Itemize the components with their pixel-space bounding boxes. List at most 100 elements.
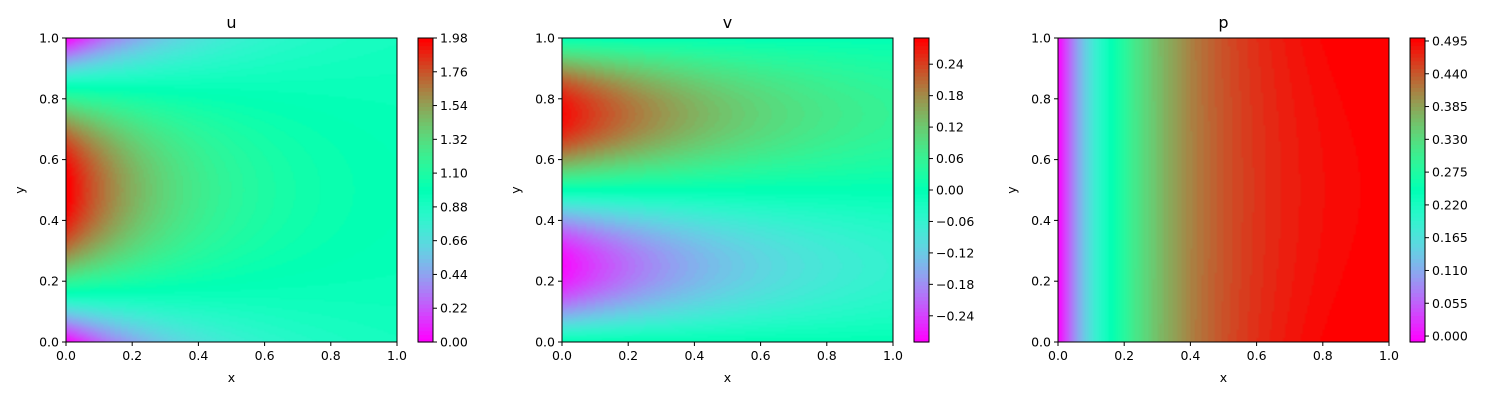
- colorbar-tick-label: 0.00: [936, 183, 964, 198]
- colorbar-tick-label: 0.110: [1432, 263, 1468, 278]
- x-tick-label: 0.0: [1048, 348, 1068, 363]
- colorbar-segment: [914, 171, 929, 176]
- colorbar-segment: [1410, 186, 1425, 191]
- plot-frame: [561, 37, 894, 343]
- colorbar-segment: [1410, 178, 1425, 183]
- colorbar-segment: [914, 159, 929, 164]
- colorbar-segment: [914, 315, 929, 320]
- colorbar-segment: [1410, 106, 1425, 111]
- colorbar-segment: [914, 83, 929, 88]
- colorbar-segment: [418, 79, 433, 85]
- colorbar-segment: [914, 41, 929, 47]
- colorbar-segment: [914, 38, 929, 43]
- colorbar-segment: [1410, 205, 1425, 210]
- colorbar-segment: [914, 79, 929, 85]
- colorbar-segment: [914, 277, 929, 282]
- colorbar-segment: [1410, 49, 1425, 54]
- colorbar-tick-label: 0.000: [1432, 329, 1468, 344]
- colorbar-segment: [418, 38, 433, 43]
- colorbar-tick-label: 0.06: [936, 151, 964, 166]
- colorbar-segment: [1410, 174, 1425, 180]
- colorbar-segment: [914, 285, 929, 290]
- colorbar-segment: [1410, 197, 1425, 202]
- colorbar-segment: [1410, 228, 1425, 233]
- y-tick-label: 0.0: [535, 335, 555, 350]
- colorbar-segment: [1410, 136, 1425, 142]
- colorbar-u: 0.00 0.22 0.44 0.66 0.88 1.10 1.32 1.54 1.76 1.98: [417, 31, 468, 350]
- plot-frame: [1057, 37, 1390, 343]
- colorbar-segment: [1410, 277, 1425, 282]
- colorbar-segment: [914, 57, 929, 62]
- colorbar-segment: [914, 258, 929, 263]
- colorbar-segment: [418, 140, 433, 145]
- colorbar-segment: [418, 102, 433, 107]
- colorbar-tick-label: 1.32: [440, 132, 468, 147]
- colorbar-segment: [1410, 190, 1425, 195]
- colorbar-tick-label: 1.54: [440, 98, 468, 113]
- colorbar-segment: [418, 228, 433, 233]
- colorbar-segment: [1410, 144, 1425, 149]
- x-tick-label: 1.0: [387, 348, 407, 363]
- colorbar-segment: [1410, 307, 1425, 313]
- colorbar-segment: [914, 326, 929, 332]
- colorbar-segment: [914, 247, 929, 252]
- colorbar-segment: [418, 285, 433, 290]
- colorbar-segment: [914, 330, 929, 335]
- colorbar-segment: [1410, 266, 1425, 271]
- colorbar-segment: [418, 182, 433, 187]
- colorbar-segment: [914, 269, 929, 275]
- colorbar-segment: [418, 159, 433, 164]
- colorbar-segment: [418, 110, 433, 115]
- y-tick-label: 0.0: [39, 335, 59, 350]
- panel-u: u 0.0 0.2 0.4 0.6 0.8 1.0 0.0 0.2 0.4 0.6 0.8 1.0 x y 0…: [12, 13, 468, 385]
- colorbar-segment: [914, 197, 929, 202]
- colorbar-segment: [914, 292, 929, 297]
- colorbar-segment: [914, 136, 929, 142]
- colorbar-v: −0.24 −0.18 −0.12 −0.06 0.00 0.06 0.12 0.18 0.24: [913, 37, 974, 343]
- colorbar-segment: [1410, 152, 1425, 157]
- colorbar-segment: [914, 117, 929, 123]
- colorbar-segment: [418, 231, 433, 237]
- panel-v: v 0.0 0.2 0.4 0.6 0.8 1.0 0.0 0.2 0.4 0.6 0.8 1.0 x y −…: [508, 13, 974, 385]
- y-tick-label: 0.2: [39, 274, 59, 289]
- colorbar-segment: [418, 193, 433, 199]
- colorbar-segment: [914, 167, 929, 172]
- colorbar-segment: [1410, 38, 1425, 43]
- y-tick-label: 0.4: [535, 213, 555, 228]
- colorbar-segment: [418, 311, 433, 316]
- colorbar-segment: [1410, 315, 1425, 320]
- colorbar-segment: [418, 114, 433, 119]
- colorbar-segment: [914, 68, 929, 73]
- colorbar-segment: [1410, 212, 1425, 218]
- colorbar-segment: [418, 304, 433, 309]
- colorbar-segment: [418, 171, 433, 176]
- colorbar-segment: [1410, 167, 1425, 172]
- colorbar-segment: [914, 178, 929, 183]
- heatmap-u: [66, 38, 397, 342]
- x-tick-label: 0.2: [122, 348, 142, 363]
- colorbar-tick-label: −0.06: [936, 214, 974, 229]
- colorbar-segment: [418, 174, 433, 180]
- colorbar-segment: [418, 296, 433, 301]
- colorbar-segment: [914, 155, 929, 161]
- colorbar-segment: [914, 129, 929, 134]
- colorbar-segment: [1410, 209, 1425, 214]
- colorbar-segment: [418, 319, 433, 324]
- colorbar-segment: [418, 133, 433, 138]
- colorbar-segment: [1410, 87, 1425, 92]
- colorbar-segment: [1410, 57, 1425, 62]
- colorbar-segment: [914, 228, 929, 233]
- colorbar-segment: [418, 76, 433, 81]
- colorbar-segment: [1410, 201, 1425, 206]
- colorbar-segment: [418, 49, 433, 54]
- colorbar-segment: [418, 209, 433, 214]
- colorbar-tick-label: 0.12: [936, 120, 964, 135]
- colorbar-segment: [418, 269, 433, 275]
- colorbar-segment: [418, 266, 433, 271]
- colorbar-segment: [1410, 95, 1425, 100]
- colorbar-segment: [1410, 254, 1425, 259]
- colorbar-segment: [914, 304, 929, 309]
- colorbar-segment: [914, 250, 929, 256]
- colorbar-segment: [418, 258, 433, 263]
